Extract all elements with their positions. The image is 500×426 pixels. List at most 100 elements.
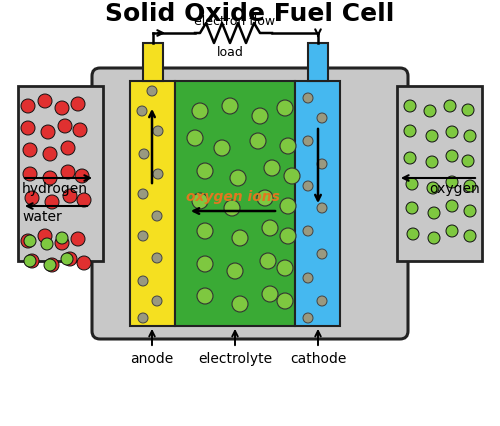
Circle shape [73,123,87,137]
Circle shape [264,160,280,176]
Circle shape [24,255,36,267]
Circle shape [214,140,230,156]
Text: oxygen ions: oxygen ions [186,190,280,204]
Circle shape [61,165,75,179]
Bar [130,81,175,326]
Text: oxygen: oxygen [429,182,480,196]
Circle shape [464,180,476,192]
Circle shape [152,296,162,306]
Text: anode: anode [130,352,174,366]
Circle shape [446,225,458,237]
Circle shape [232,296,248,312]
Circle shape [63,252,77,266]
Circle shape [257,190,273,206]
Circle shape [404,152,416,164]
Circle shape [197,223,213,239]
Circle shape [38,94,52,108]
Circle shape [262,286,278,302]
Text: water: water [22,210,62,224]
Text: Solid Oxide Fuel Cell: Solid Oxide Fuel Cell [106,2,395,26]
Circle shape [406,202,418,214]
Circle shape [303,181,313,191]
Circle shape [426,156,438,168]
Circle shape [43,171,57,185]
Circle shape [187,130,203,146]
Circle shape [406,178,418,190]
Text: electrolyte: electrolyte [198,352,272,366]
Circle shape [58,119,72,133]
Circle shape [24,235,36,247]
Circle shape [404,125,416,137]
Circle shape [197,288,213,304]
Circle shape [152,211,162,221]
Circle shape [303,136,313,146]
Circle shape [45,258,59,272]
Text: electron flow: electron flow [194,15,276,28]
Circle shape [138,276,148,286]
Circle shape [41,125,55,139]
Circle shape [147,86,157,96]
Circle shape [252,108,268,124]
Circle shape [138,313,148,323]
Circle shape [277,293,293,309]
Circle shape [427,182,439,194]
Circle shape [153,169,163,179]
Circle shape [280,228,296,244]
Circle shape [77,256,91,270]
Circle shape [192,193,208,209]
Circle shape [277,260,293,276]
Circle shape [152,253,162,263]
Circle shape [44,259,56,271]
Circle shape [21,121,35,135]
Circle shape [23,143,37,157]
Circle shape [21,234,35,248]
Text: hydrogen: hydrogen [22,182,88,196]
Circle shape [446,176,458,188]
Bar [175,81,295,326]
Bar [18,86,103,261]
Circle shape [41,238,53,250]
Circle shape [303,273,313,283]
Circle shape [317,296,327,306]
Circle shape [317,113,327,123]
Circle shape [446,126,458,138]
Circle shape [317,249,327,259]
Circle shape [137,106,147,116]
Circle shape [138,231,148,241]
Circle shape [75,169,89,183]
Circle shape [284,168,300,184]
Circle shape [277,100,293,116]
Circle shape [71,232,85,246]
Circle shape [428,207,440,219]
Circle shape [446,150,458,162]
Circle shape [424,105,436,117]
Circle shape [71,97,85,111]
Circle shape [61,253,73,265]
Circle shape [222,98,238,114]
Circle shape [444,100,456,112]
Bar [295,81,340,326]
Circle shape [45,195,59,209]
Circle shape [56,232,68,244]
Circle shape [197,256,213,272]
Text: cathode: cathode [290,352,346,366]
Bar [308,43,328,81]
Circle shape [138,189,148,199]
Circle shape [77,193,91,207]
Circle shape [464,130,476,142]
Circle shape [317,203,327,213]
Circle shape [197,163,213,179]
Circle shape [464,205,476,217]
Circle shape [407,228,419,240]
Circle shape [153,126,163,136]
Circle shape [303,313,313,323]
Circle shape [25,191,39,205]
Circle shape [262,220,278,236]
Circle shape [446,200,458,212]
Circle shape [43,147,57,161]
Circle shape [61,141,75,155]
Circle shape [462,155,474,167]
Circle shape [250,133,266,149]
Circle shape [303,93,313,103]
Text: load: load [216,46,244,59]
